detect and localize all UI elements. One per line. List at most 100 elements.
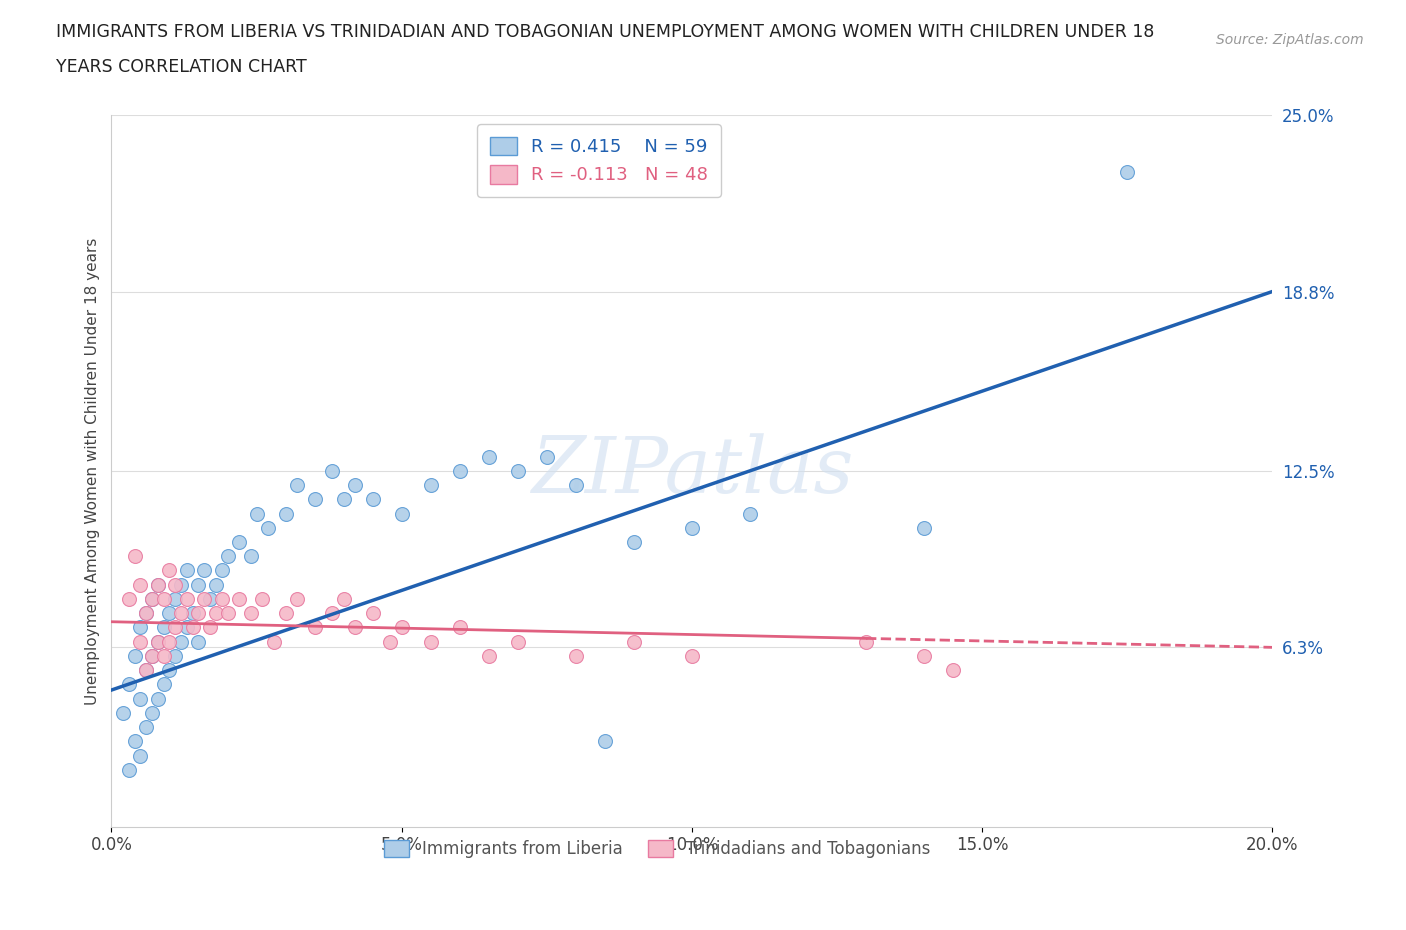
Point <box>176 591 198 606</box>
Point <box>252 591 274 606</box>
Point <box>344 478 367 493</box>
Point <box>193 591 215 606</box>
Point <box>217 549 239 564</box>
Point <box>159 563 181 578</box>
Point <box>124 734 146 749</box>
Point <box>141 648 163 663</box>
Point <box>681 648 703 663</box>
Point <box>187 578 209 592</box>
Point <box>152 620 174 635</box>
Point <box>146 634 169 649</box>
Point <box>321 605 343 620</box>
Point <box>391 506 413 521</box>
Point <box>228 535 250 550</box>
Point <box>419 634 441 649</box>
Point <box>141 591 163 606</box>
Point <box>135 605 157 620</box>
Point <box>165 578 187 592</box>
Point <box>361 492 384 507</box>
Point <box>152 677 174 692</box>
Point <box>135 720 157 735</box>
Point <box>391 620 413 635</box>
Point <box>129 620 152 635</box>
Point <box>111 705 134 720</box>
Point <box>187 634 209 649</box>
Point <box>565 648 588 663</box>
Point <box>118 763 141 777</box>
Point <box>181 620 204 635</box>
Point <box>118 677 141 692</box>
Point <box>152 591 174 606</box>
Point <box>593 734 616 749</box>
Text: ZIPatlas: ZIPatlas <box>530 432 853 509</box>
Point <box>623 634 645 649</box>
Point <box>170 634 193 649</box>
Point <box>228 591 250 606</box>
Point <box>419 478 441 493</box>
Point <box>245 506 267 521</box>
Point <box>146 578 169 592</box>
Point <box>623 535 645 550</box>
Point <box>146 634 169 649</box>
Point <box>478 648 501 663</box>
Point <box>129 748 152 763</box>
Point <box>159 634 181 649</box>
Point <box>181 605 204 620</box>
Text: YEARS CORRELATION CHART: YEARS CORRELATION CHART <box>56 58 307 75</box>
Point <box>198 620 221 635</box>
Point <box>239 549 262 564</box>
Point <box>344 620 367 635</box>
Text: IMMIGRANTS FROM LIBERIA VS TRINIDADIAN AND TOBAGONIAN UNEMPLOYMENT AMONG WOMEN W: IMMIGRANTS FROM LIBERIA VS TRINIDADIAN A… <box>56 23 1154 41</box>
Point <box>170 605 193 620</box>
Point <box>211 591 233 606</box>
Text: Source: ZipAtlas.com: Source: ZipAtlas.com <box>1216 33 1364 46</box>
Point <box>285 591 308 606</box>
Point <box>285 478 308 493</box>
Point <box>165 648 187 663</box>
Point <box>129 578 152 592</box>
Point <box>198 591 221 606</box>
Point <box>565 478 588 493</box>
Point <box>332 492 354 507</box>
Point <box>274 605 297 620</box>
Point <box>738 506 761 521</box>
Point <box>129 634 152 649</box>
Point <box>536 449 558 464</box>
Point <box>135 605 157 620</box>
Point <box>152 648 174 663</box>
Point <box>135 663 157 678</box>
Point <box>855 634 877 649</box>
Point <box>239 605 262 620</box>
Point <box>304 492 326 507</box>
Point <box>912 521 935 536</box>
Point <box>449 463 471 478</box>
Point <box>449 620 471 635</box>
Point <box>257 521 280 536</box>
Point <box>141 591 163 606</box>
Point <box>478 449 501 464</box>
Point <box>263 634 285 649</box>
Point <box>159 663 181 678</box>
Point <box>170 578 193 592</box>
Point <box>506 634 529 649</box>
Point <box>274 506 297 521</box>
Point <box>205 578 228 592</box>
Point <box>146 578 169 592</box>
Point <box>146 691 169 706</box>
Point <box>1116 165 1139 179</box>
Point <box>217 605 239 620</box>
Point <box>135 663 157 678</box>
Point <box>176 563 198 578</box>
Point <box>681 521 703 536</box>
Y-axis label: Unemployment Among Women with Children Under 18 years: Unemployment Among Women with Children U… <box>86 237 100 705</box>
Point <box>159 605 181 620</box>
Point <box>304 620 326 635</box>
Point <box>129 691 152 706</box>
Point <box>211 563 233 578</box>
Point <box>165 591 187 606</box>
Legend: Immigrants from Liberia, Trinidadians and Tobagonians: Immigrants from Liberia, Trinidadians an… <box>374 830 941 869</box>
Point <box>332 591 354 606</box>
Point <box>506 463 529 478</box>
Point <box>141 705 163 720</box>
Point <box>378 634 401 649</box>
